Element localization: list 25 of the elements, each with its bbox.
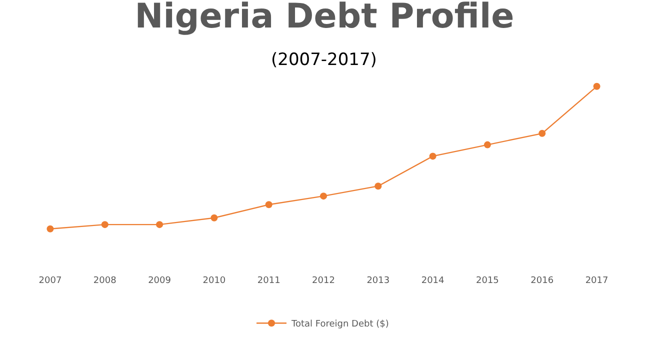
point <box>101 221 108 228</box>
x-tick-label: 2013 <box>366 276 390 286</box>
chart-title: Nigeria Debt Profile <box>134 0 514 36</box>
x-tick-label: 2014 <box>421 276 445 286</box>
point <box>484 141 491 148</box>
point <box>538 130 546 137</box>
point <box>156 221 164 228</box>
point <box>265 201 272 208</box>
x-tick-label: 2007 <box>38 276 62 286</box>
x-tick-label: 2010 <box>202 276 226 286</box>
point <box>593 82 600 90</box>
point <box>320 192 327 200</box>
x-tick-label: 2016 <box>530 276 554 286</box>
x-tick-label: 2011 <box>257 276 280 286</box>
point <box>210 214 218 222</box>
point <box>46 225 54 232</box>
chart-subtitle: (2007-2017) <box>271 50 377 70</box>
x-tick-label: 2017 <box>585 276 608 286</box>
x-tick-label: 2015 <box>476 276 499 286</box>
point <box>374 182 382 190</box>
x-tick-label: 2009 <box>148 276 172 286</box>
legend-label: Total Foreign Debt ($) <box>290 320 389 330</box>
x-tick-label: 2012 <box>312 276 335 286</box>
x-tick-label: 2008 <box>93 276 117 286</box>
point <box>429 152 436 160</box>
